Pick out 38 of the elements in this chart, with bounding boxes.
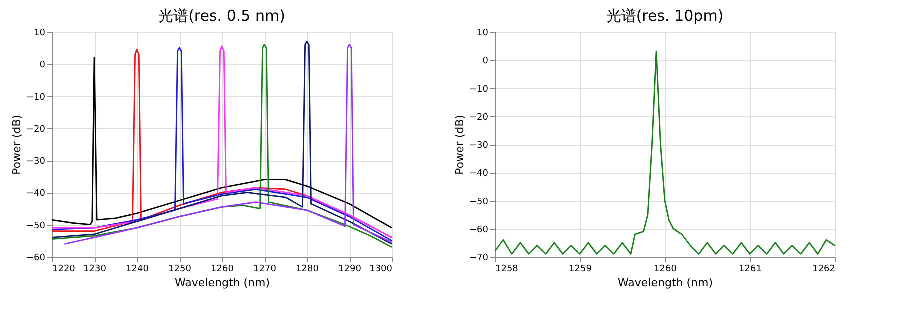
y-tick-label: −10 [26,92,46,103]
chart-title: 光谱(res. 0.5 nm) [158,7,286,25]
y-tick-label: −60 [470,225,489,236]
y-tick-label: 10 [34,28,46,38]
x-axis-title: Wavelength (nm) [174,276,270,290]
y-axis-title: Power (dB) [454,115,467,175]
y-tick-label: 0 [40,60,46,71]
x-tick-label: 1260 [654,264,678,274]
y-tick-label: −30 [26,157,46,168]
y-tick-label: −40 [470,169,489,180]
x-tick-label: 1240 [126,264,150,274]
x-tick-label: 1270 [254,264,277,274]
y-tick-label: −20 [470,112,489,123]
x-tick-label: 1259 [569,264,592,274]
y-tick-label: 10 [477,28,489,38]
x-tick-label: 1262 [812,264,836,274]
y-tick-label: −40 [26,189,46,200]
x-tick-label: 1220 [52,264,76,274]
y-tick-label: −60 [26,254,46,264]
y-tick-label: −70 [470,254,489,264]
x-tick-label: 1280 [296,264,320,274]
x-tick-label: 1300 [370,264,393,274]
line-series [495,50,835,255]
x-tick-label: 1290 [338,264,362,274]
y-tick-label: −10 [470,84,489,95]
x-tick-label: 1250 [168,264,192,274]
y-tick-label: 0 [482,56,489,67]
x-axis-title: Wavelength (nm) [618,276,714,290]
y-tick-label: −20 [26,124,46,135]
y-tick-label: −50 [26,221,46,232]
y-tick-label: −30 [470,141,489,151]
x-tick-label: 1261 [739,264,762,274]
chart-title: 光谱(res. 10pm) [606,7,724,25]
x-tick-label: 1230 [84,264,107,274]
y-tick-label: −50 [470,197,489,208]
x-tick-label: 1258 [496,264,519,274]
y-axis-title: Power (dB) [10,115,24,175]
x-tick-label: 1260 [211,264,234,274]
